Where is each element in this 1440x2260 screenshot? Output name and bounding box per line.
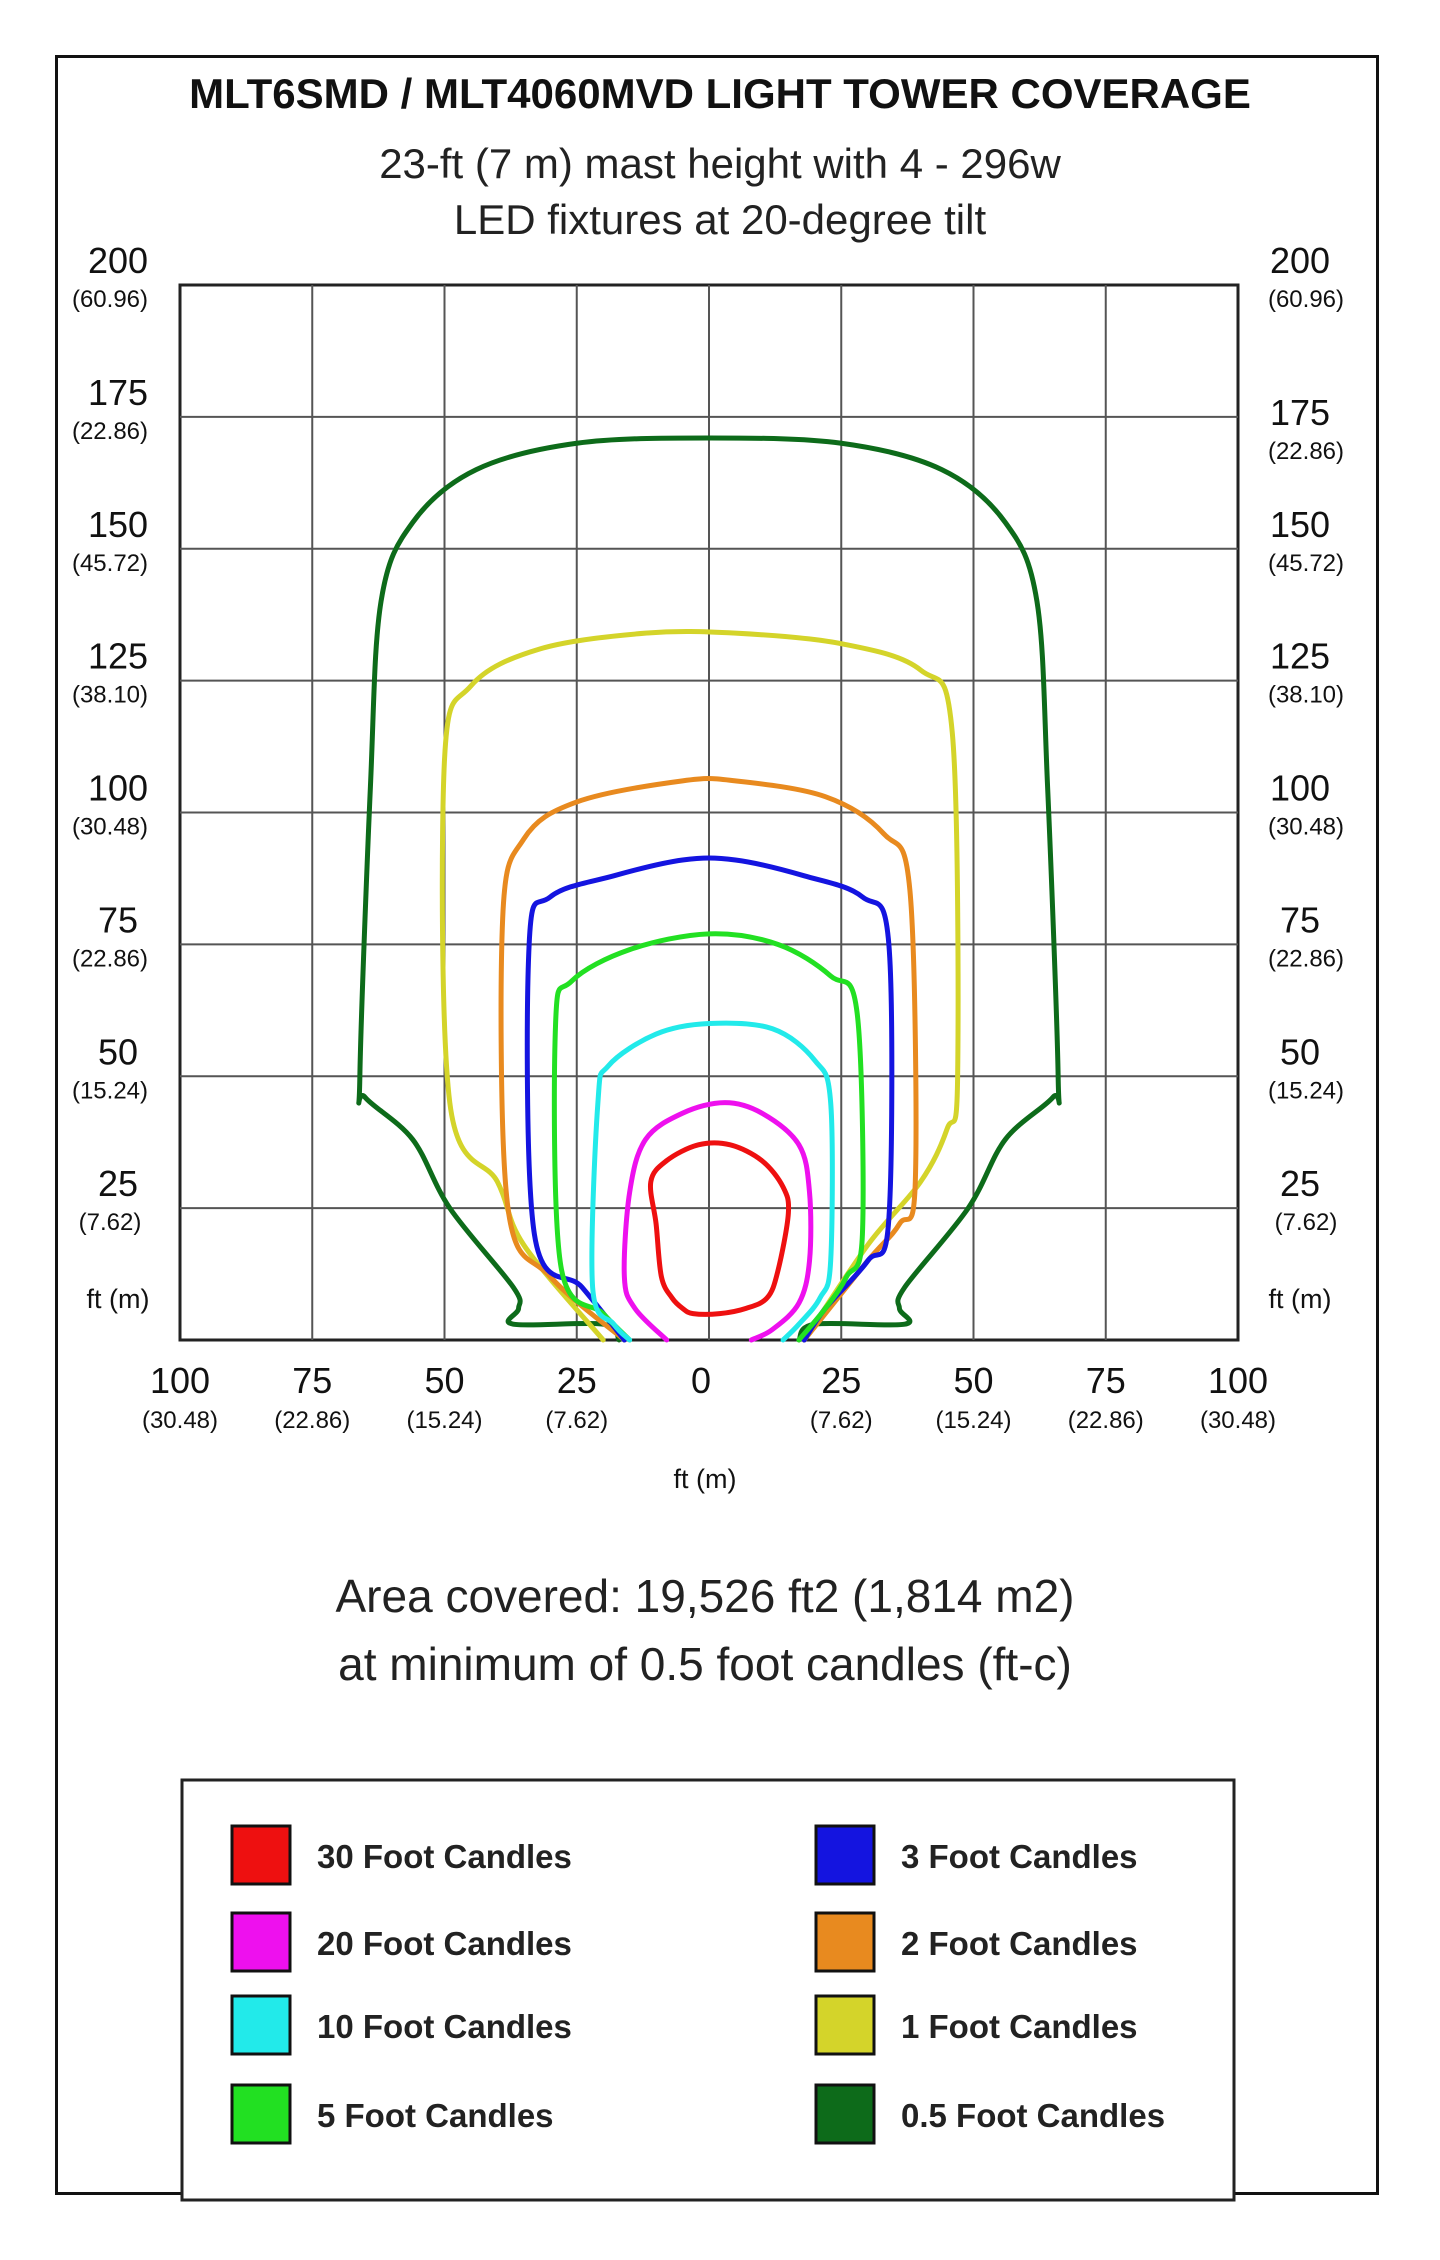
x-tick-sublabel: (7.62) xyxy=(545,1407,608,1434)
legend-label: 5 Foot Candles xyxy=(317,2097,554,2134)
y-tick-label-left: 150 xyxy=(88,504,148,545)
y-axis-unit-right: ft (m) xyxy=(1269,1284,1332,1314)
x-tick-label: 100 xyxy=(1208,1360,1268,1401)
y-tick-sublabel-right: (22.86) xyxy=(1268,945,1344,972)
legend-swatch xyxy=(230,1824,292,1886)
x-tick-sublabel: (30.48) xyxy=(1200,1407,1276,1434)
x-tick-label: 75 xyxy=(292,1360,332,1401)
y-tick-label-right: 25 xyxy=(1280,1163,1320,1204)
y-tick-label-right: 175 xyxy=(1270,392,1330,433)
axis-ticks: 200 (60.96) 175 (22.86) 150 (45.72) 125 (38.10)… xyxy=(72,240,1344,1434)
x-tick-sublabel: (30.48) xyxy=(142,1407,218,1434)
area-covered-text: Area covered: 19,526 ft2 (1,814 m2) xyxy=(336,1570,1075,1622)
contour-10-foot-candles xyxy=(589,1020,835,1343)
legend-swatch xyxy=(814,2083,876,2145)
x-tick-sublabel: (7.62) xyxy=(810,1407,873,1434)
contour-3-foot-candles xyxy=(524,855,895,1343)
legend-swatch xyxy=(814,1994,876,2056)
legend-swatch xyxy=(230,1911,292,1973)
legend-swatch xyxy=(814,1911,876,1973)
contour-1-foot-candles xyxy=(439,629,961,1343)
y-tick-sublabel-right: (22.86) xyxy=(1268,438,1344,465)
y-tick-sublabel-left: (38.10) xyxy=(72,682,148,709)
legend-box xyxy=(180,1778,1236,2202)
x-tick-label: 75 xyxy=(1086,1360,1126,1401)
y-tick-label-right: 150 xyxy=(1270,504,1330,545)
y-tick-sublabel-right: (30.48) xyxy=(1268,814,1344,841)
y-tick-label-left: 75 xyxy=(98,899,138,940)
y-tick-sublabel-left: (7.62) xyxy=(79,1209,142,1236)
x-tick-label: 50 xyxy=(953,1360,993,1401)
x-tick-sublabel: (15.24) xyxy=(406,1407,482,1434)
y-tick-label-left: 50 xyxy=(98,1031,138,1072)
y-tick-label-left: 25 xyxy=(98,1163,138,1204)
minimum-foot-candles-text: at minimum of 0.5 foot candles (ft-c) xyxy=(338,1638,1072,1690)
legend-label: 0.5 Foot Candles xyxy=(901,2097,1165,2134)
y-tick-label-left: 175 xyxy=(88,372,148,413)
contour-30-foot-candles xyxy=(647,1140,792,1317)
x-tick-label: 25 xyxy=(557,1360,597,1401)
chart-subtitle-line-1: 23-ft (7 m) mast height with 4 - 296w xyxy=(379,140,1061,187)
y-tick-sublabel-right: (7.62) xyxy=(1275,1209,1338,1236)
y-tick-sublabel-left: (22.86) xyxy=(72,418,148,445)
x-tick-sublabel: (22.86) xyxy=(1068,1407,1144,1434)
legend-label: 20 Foot Candles xyxy=(317,1925,572,1962)
y-tick-sublabel-left: (22.86) xyxy=(72,945,148,972)
legend-label: 10 Foot Candles xyxy=(317,2008,572,2045)
y-tick-sublabel-left: (30.48) xyxy=(72,814,148,841)
x-tick-sublabel: (22.86) xyxy=(274,1407,350,1434)
x-axis-unit: ft (m) xyxy=(674,1464,737,1494)
y-tick-label-right: 200 xyxy=(1270,240,1330,281)
legend-swatch xyxy=(814,1824,876,1886)
y-tick-sublabel-left: (45.72) xyxy=(72,550,148,577)
y-tick-label-left: 100 xyxy=(88,768,148,809)
y-tick-sublabel-left: (15.24) xyxy=(72,1077,148,1104)
grid-lines xyxy=(180,285,1238,1340)
y-tick-label-left: 125 xyxy=(88,636,148,677)
legend-label: 3 Foot Candles xyxy=(901,1838,1138,1875)
legend-label: 30 Foot Candles xyxy=(317,1838,572,1875)
legend-swatch xyxy=(230,2083,292,2145)
chart-subtitle-line-2: LED fixtures at 20-degree tilt xyxy=(454,196,987,243)
legend-swatch xyxy=(230,1994,292,2056)
contour-lines xyxy=(356,435,1062,1343)
y-tick-sublabel-right: (45.72) xyxy=(1268,550,1344,577)
contour-2-foot-candles xyxy=(498,776,919,1343)
y-tick-sublabel-right: (60.96) xyxy=(1268,286,1344,313)
y-tick-label-right: 125 xyxy=(1270,636,1330,677)
y-tick-label-right: 100 xyxy=(1270,768,1330,809)
y-tick-label-right: 75 xyxy=(1280,899,1320,940)
y-tick-sublabel-right: (38.10) xyxy=(1268,682,1344,709)
y-tick-label-left: 200 xyxy=(88,240,148,281)
legend-label: 1 Foot Candles xyxy=(901,2008,1138,2045)
x-tick-sublabel: (15.24) xyxy=(935,1407,1011,1434)
contour-0-5-foot-candles xyxy=(356,435,1062,1343)
y-tick-sublabel-left: (60.96) xyxy=(72,286,148,313)
x-tick-label: 100 xyxy=(150,1360,210,1401)
x-tick-label: 0 xyxy=(691,1360,711,1401)
y-tick-label-right: 50 xyxy=(1280,1031,1320,1072)
contour-20-foot-candles xyxy=(621,1100,814,1343)
y-axis-unit-left: ft (m) xyxy=(87,1284,150,1314)
legend-label: 2 Foot Candles xyxy=(901,1925,1138,1962)
x-tick-label: 25 xyxy=(821,1360,861,1401)
chart-title: MLT6SMD / MLT4060MVD LIGHT TOWER COVERAG… xyxy=(189,70,1251,117)
y-tick-sublabel-right: (15.24) xyxy=(1268,1077,1344,1104)
legend: 30 Foot Candles 20 Foot Candles 10 Foot Ca… xyxy=(230,1824,1165,2145)
x-tick-label: 50 xyxy=(424,1360,464,1401)
contour-5-foot-candles xyxy=(551,931,866,1343)
